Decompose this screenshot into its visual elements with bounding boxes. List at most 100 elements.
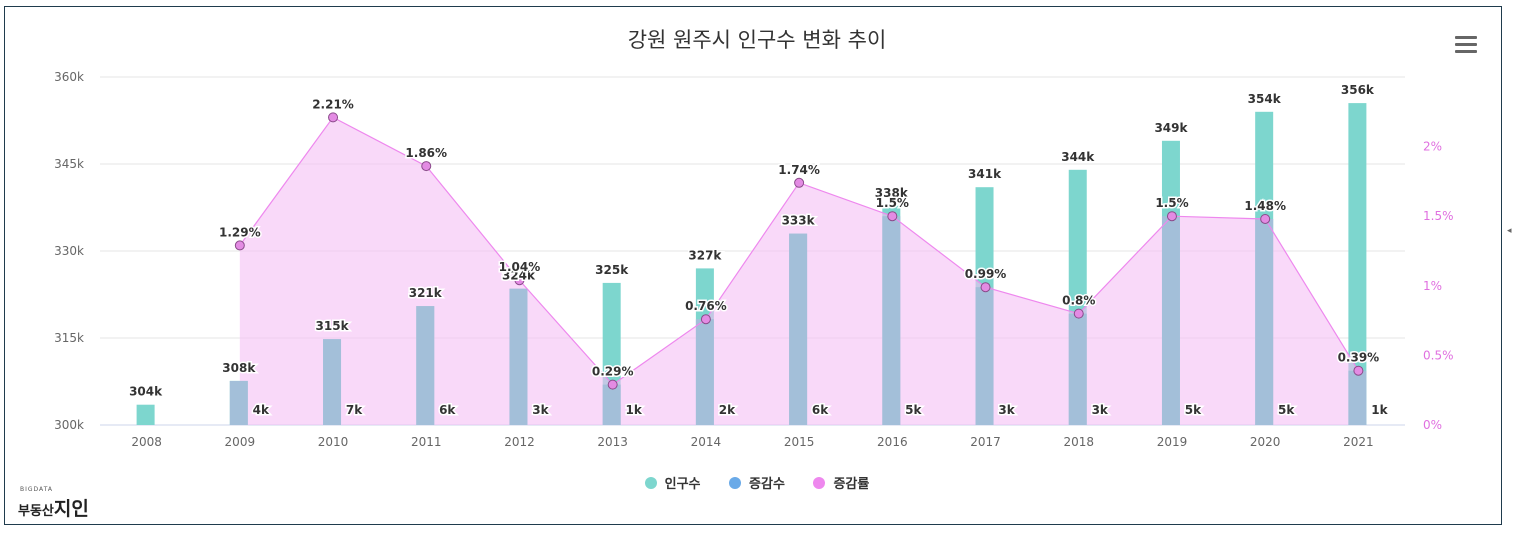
change-rate-data-label: 1.5% — [876, 196, 909, 210]
y-left-tick-label: 345k — [54, 157, 84, 171]
change-count-bar — [882, 216, 901, 425]
population-data-label: 333k — [782, 214, 816, 228]
change-rate-point — [421, 161, 432, 172]
y-left-tick-label: 360k — [54, 70, 84, 84]
population-data-label: 338k — [875, 186, 909, 200]
change-rate-point — [607, 379, 618, 390]
population-data-label: 304k — [129, 385, 163, 399]
x-tick-label: 2020 — [1250, 435, 1281, 449]
population-data-label: 356k — [1341, 83, 1375, 97]
change-rate-data-label: 1.29% — [219, 225, 261, 239]
population-data-label: 349k — [1154, 121, 1188, 135]
change-count-bar — [975, 287, 994, 425]
change-rate-point — [1353, 365, 1364, 376]
y-right-tick-label: 2% — [1423, 140, 1442, 154]
change-rate-point — [794, 177, 805, 188]
change-count-bar — [509, 288, 528, 425]
population-data-label: 325k — [595, 263, 629, 277]
x-tick-label: 2013 — [597, 435, 628, 449]
change-rate-data-label: 1.48% — [1244, 199, 1286, 213]
logo-name: 지인 — [53, 498, 89, 520]
change-rate-data-label: 0.99% — [965, 267, 1007, 281]
change-count-data-label: 3k — [1092, 403, 1109, 417]
y-right-tick-label: 1.5% — [1423, 209, 1454, 223]
y-left-tick-label: 300k — [54, 418, 84, 432]
change-count-bar — [602, 384, 621, 425]
change-rate-data-label: 0.29% — [592, 365, 634, 379]
legend-label: 증감률 — [833, 477, 870, 492]
logo-main: 부동산지인 — [18, 494, 89, 521]
population-data-label: 327k — [688, 248, 722, 262]
change-count-data-label: 1k — [1371, 403, 1388, 417]
y-left-tick-label: 315k — [54, 331, 84, 345]
population-bar — [136, 404, 155, 425]
logo-small-text: BIGDATA — [20, 486, 53, 493]
change-count-data-label: 5k — [1278, 403, 1295, 417]
change-count-bar — [1068, 313, 1087, 425]
change-count-bar — [1348, 370, 1367, 425]
change-count-data-label: 3k — [532, 403, 549, 417]
population-data-label: 321k — [409, 286, 443, 300]
population-data-label: 341k — [968, 167, 1002, 181]
legend-item-population[interactable]: 인구수 — [644, 473, 701, 492]
legend-dot-icon — [644, 477, 657, 489]
population-data-label: 315k — [316, 319, 350, 333]
change-rate-data-label: 2.21% — [312, 97, 354, 111]
change-rate-data-label: 0.39% — [1338, 351, 1380, 365]
change-rate-data-label: 1.86% — [405, 146, 447, 160]
legend-label: 인구수 — [664, 477, 701, 492]
legend: 인구수 증감수 증감률 — [0, 473, 1514, 492]
logo-prefix: 부동산 — [18, 504, 54, 519]
change-rate-data-label: 1.74% — [778, 163, 820, 177]
x-tick-label: 2011 — [411, 435, 442, 449]
x-tick-label: 2021 — [1343, 435, 1374, 449]
y-right-tick-label: 1% — [1423, 279, 1442, 293]
side-arrow-icon[interactable]: ◂ — [1507, 226, 1512, 236]
change-rate-point — [980, 282, 991, 293]
change-rate-data-label: 0.8% — [1062, 294, 1095, 308]
x-tick-label: 2010 — [318, 435, 349, 449]
x-tick-label: 2012 — [504, 435, 535, 449]
population-data-label: 308k — [222, 361, 256, 375]
change-count-data-label: 1k — [626, 403, 643, 417]
change-count-data-label: 5k — [905, 403, 922, 417]
population-bar — [1348, 103, 1367, 425]
change-rate-point — [234, 240, 245, 251]
legend-item-change-rate[interactable]: 증감률 — [813, 473, 869, 492]
change-rate-point — [514, 275, 525, 286]
hamburger-menu-icon[interactable] — [1455, 36, 1477, 54]
population-data-label: 354k — [1248, 92, 1282, 106]
change-count-bar — [789, 233, 808, 425]
legend-dot-icon — [813, 477, 826, 489]
x-tick-label: 2019 — [1157, 435, 1188, 449]
x-tick-label: 2018 — [1063, 435, 1094, 449]
legend-label: 증감수 — [749, 477, 785, 492]
change-rate-point — [328, 112, 339, 123]
change-count-data-label: 3k — [998, 403, 1015, 417]
x-tick-label: 2015 — [784, 435, 815, 449]
change-count-data-label: 7k — [346, 403, 363, 417]
change-count-data-label: 5k — [1185, 403, 1202, 417]
chart-title: 강원 원주시 인구수 변화 추이 — [627, 28, 887, 52]
x-tick-label: 2008 — [131, 435, 162, 449]
change-rate-point — [1260, 213, 1271, 224]
change-count-bar — [1161, 216, 1180, 425]
change-count-data-label: 6k — [439, 403, 456, 417]
change-rate-data-label: 0.76% — [685, 299, 727, 313]
change-rate-point — [887, 211, 898, 222]
population-data-label: 324k — [502, 269, 536, 283]
y-right-tick-label: 0% — [1423, 418, 1442, 432]
change-rate-data-label: 1.5% — [1155, 196, 1188, 210]
y-left-tick-label: 330k — [54, 244, 84, 258]
brand-logo: BIGDATA 부동산지인 — [18, 486, 108, 520]
legend-dot-icon — [729, 477, 742, 489]
x-tick-label: 2016 — [877, 435, 908, 449]
change-count-data-label: 6k — [812, 403, 829, 417]
legend-item-change-count[interactable]: 증감수 — [729, 473, 785, 492]
change-count-bar — [323, 339, 342, 425]
x-tick-label: 2009 — [225, 435, 256, 449]
change-rate-point — [1166, 211, 1177, 222]
change-rate-data-label: 1.04% — [499, 260, 541, 274]
change-rate-point — [1073, 308, 1084, 319]
